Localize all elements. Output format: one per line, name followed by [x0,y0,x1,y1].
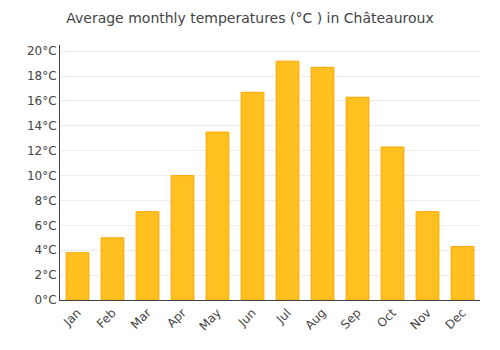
svg-text:May: May [196,306,223,333]
svg-text:Oct: Oct [374,306,399,331]
svg-text:Aug: Aug [302,306,328,332]
svg-text:Dec: Dec [443,306,469,332]
svg-text:2°C: 2°C [35,268,57,282]
svg-text:10°C: 10°C [27,169,57,183]
svg-text:20°C: 20°C [27,44,57,58]
svg-text:8°C: 8°C [35,194,57,208]
svg-text:14°C: 14°C [27,119,57,133]
svg-text:Jan: Jan [60,306,84,330]
svg-text:Jul: Jul [273,306,294,327]
svg-text:Average monthly temperatures (: Average monthly temperatures (°C ) in Ch… [66,10,434,26]
svg-text:Mar: Mar [128,306,154,332]
svg-text:12°C: 12°C [27,144,57,158]
svg-text:18°C: 18°C [27,69,57,83]
svg-text:4°C: 4°C [35,243,57,257]
svg-text:16°C: 16°C [27,94,57,108]
svg-text:0°C: 0°C [35,293,57,307]
svg-text:6°C: 6°C [35,219,57,233]
svg-text:Apr: Apr [164,306,189,331]
svg-text:Jun: Jun [235,306,259,330]
svg-text:Nov: Nov [407,306,433,332]
svg-text:Feb: Feb [94,306,119,331]
svg-text:Sep: Sep [338,306,364,332]
